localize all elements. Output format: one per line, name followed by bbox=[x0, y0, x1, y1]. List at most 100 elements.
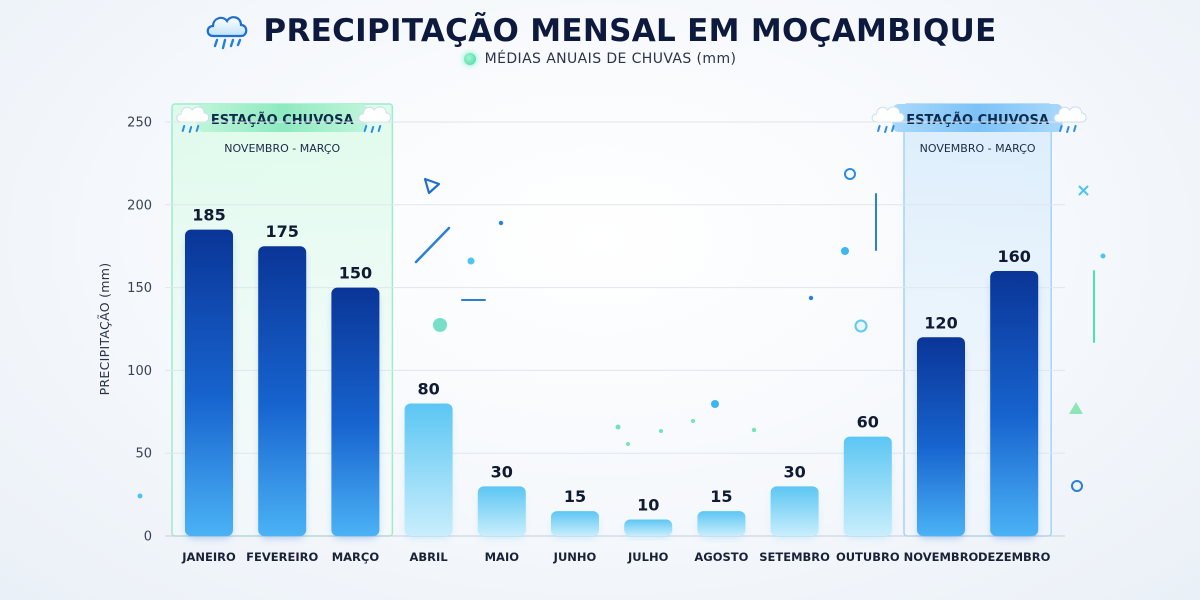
bar bbox=[843, 436, 892, 536]
decorative-particle bbox=[498, 220, 504, 226]
decorative-particle bbox=[841, 247, 849, 255]
decorative-particle bbox=[615, 424, 621, 430]
subtitle-row: MÉDIAS ANUAIS DE CHUVAS (mm) bbox=[0, 51, 1200, 67]
raindrop bbox=[1059, 125, 1063, 132]
season-months: NOVEMBRO - MARÇO bbox=[224, 142, 340, 155]
raindrop bbox=[195, 125, 200, 132]
bar bbox=[697, 511, 746, 536]
chart-header: PRECIPITAÇÃO MENSAL EM MOÇAMBIQUE MÉDIAS… bbox=[0, 0, 1200, 80]
decorative-particle bbox=[844, 168, 856, 180]
data-label: 120 bbox=[924, 313, 957, 332]
decorative-particle bbox=[414, 226, 451, 264]
bars bbox=[185, 229, 1039, 538]
chart-subtitle: MÉDIAS ANUAIS DE CHUVAS (mm) bbox=[484, 51, 737, 67]
raindrop bbox=[181, 125, 186, 132]
season-pill bbox=[197, 104, 368, 132]
chart-title: PRECIPITAÇÃO MENSAL EM MOÇAMBIQUE bbox=[263, 13, 997, 49]
data-label: 150 bbox=[339, 264, 372, 283]
bar bbox=[551, 511, 599, 536]
raindrop bbox=[891, 125, 895, 132]
y-tick-label: 50 bbox=[135, 447, 152, 462]
cloud-shape bbox=[1053, 106, 1087, 123]
bar bbox=[258, 246, 307, 536]
raindrop bbox=[1073, 125, 1077, 132]
rain-cloud-icon bbox=[207, 16, 248, 50]
data-label: 80 bbox=[417, 380, 439, 399]
bar bbox=[917, 337, 965, 536]
x-tick-label: AGOSTO bbox=[694, 550, 748, 564]
x-tick-label: MARÇO bbox=[332, 550, 380, 564]
data-label: 160 bbox=[997, 247, 1030, 266]
labels: 0 50 100 150 200 250 PRECIPITAÇÃO (mm) 185 JANEI… bbox=[97, 116, 1051, 565]
raindrop bbox=[884, 126, 888, 133]
decorative-particle bbox=[423, 177, 441, 195]
data-label: 175 bbox=[265, 222, 298, 241]
decorative-particle bbox=[1078, 185, 1089, 196]
rain-cloud-icon bbox=[1053, 106, 1087, 133]
season-pill bbox=[892, 104, 1063, 132]
decorative-particle bbox=[137, 493, 143, 499]
season-months: NOVEMBRO - MARÇO bbox=[920, 142, 1036, 155]
x-tick-label: JUNHO bbox=[553, 550, 597, 564]
data-label: 60 bbox=[857, 413, 879, 432]
bar bbox=[624, 519, 673, 536]
decorative-particle bbox=[854, 319, 868, 333]
bar bbox=[770, 486, 819, 536]
cloud-shape bbox=[176, 106, 210, 123]
data-label: 15 bbox=[710, 487, 732, 506]
season-title: ESTAÇÃO CHUVOSA bbox=[211, 112, 354, 128]
decorative-particle bbox=[467, 257, 475, 265]
data-label: 10 bbox=[637, 495, 659, 514]
cloud-shape bbox=[358, 106, 392, 123]
raindrop bbox=[377, 125, 382, 132]
data-label: 185 bbox=[192, 206, 225, 225]
y-tick-label: 150 bbox=[127, 281, 152, 296]
legend-dot-icon bbox=[463, 53, 476, 65]
decorative-particle bbox=[1069, 402, 1083, 414]
x-tick-label: FEVEREIRO bbox=[246, 550, 318, 564]
decorative-particle bbox=[691, 419, 695, 423]
y-tick-label: 0 bbox=[144, 530, 152, 545]
decorative-particle bbox=[1100, 253, 1106, 259]
y-axis-label: PRECIPITAÇÃO (mm) bbox=[97, 263, 112, 396]
raindrop bbox=[188, 126, 193, 133]
bar bbox=[185, 229, 233, 536]
x-tick-label: SETEMBRO bbox=[759, 550, 830, 564]
y-tick-label: 250 bbox=[127, 116, 152, 131]
y-tick-label: 200 bbox=[127, 198, 152, 213]
decorative-particle bbox=[751, 427, 757, 433]
x-tick-label: NOVEMBRO bbox=[904, 550, 979, 564]
bar bbox=[404, 403, 453, 536]
bar bbox=[990, 271, 1039, 536]
y-tick-label: 100 bbox=[127, 364, 152, 379]
data-label: 30 bbox=[783, 462, 805, 481]
x-tick-label: MAIO bbox=[485, 550, 520, 564]
x-tick-label: OUTUBRO bbox=[836, 550, 900, 564]
decorative-particle bbox=[1071, 480, 1083, 492]
x-tick-label: DEZEMBRO bbox=[978, 550, 1051, 564]
season-title: ESTAÇÃO CHUVOSA bbox=[906, 112, 1049, 128]
decorative-particle bbox=[626, 442, 630, 446]
raindrop bbox=[370, 126, 375, 133]
decorative-particle bbox=[433, 318, 447, 332]
x-tick-label: JANEIRO bbox=[181, 550, 236, 564]
decorative-particle bbox=[711, 400, 719, 408]
rain-cloud-icon bbox=[176, 106, 210, 133]
rain-cloud-icon bbox=[358, 106, 392, 133]
bar bbox=[331, 287, 380, 536]
decorative-particle bbox=[808, 295, 814, 301]
cloud-shape bbox=[871, 106, 905, 123]
x-tick-label: ABRIL bbox=[410, 550, 449, 564]
data-label: 15 bbox=[564, 487, 586, 506]
grid-lines bbox=[165, 121, 1065, 537]
rain-cloud-icon bbox=[871, 106, 905, 133]
raindrop bbox=[363, 125, 368, 132]
decorative-particle bbox=[659, 429, 663, 433]
raindrop bbox=[1066, 126, 1070, 133]
data-label: 30 bbox=[491, 462, 513, 481]
raindrop bbox=[877, 125, 881, 132]
x-tick-label: JULHO bbox=[627, 550, 669, 564]
decorations bbox=[137, 168, 1106, 499]
bar bbox=[477, 486, 526, 536]
